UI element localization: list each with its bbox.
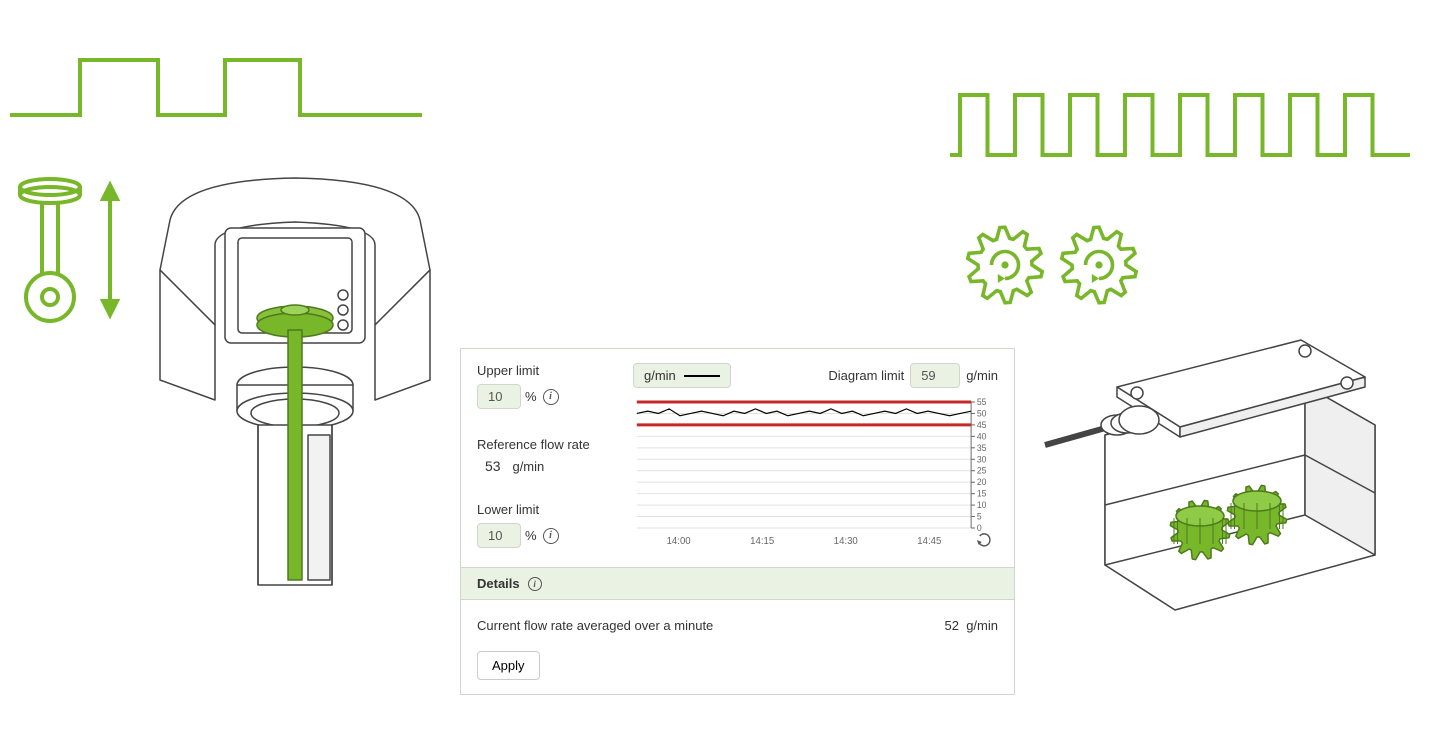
svg-text:55: 55	[977, 397, 987, 407]
upper-limit-unit: %	[525, 389, 537, 404]
current-flow-unit: g/min	[966, 618, 998, 633]
diagram-limit-input[interactable]: 59	[910, 363, 960, 388]
gear-rotate-icon	[960, 215, 1050, 315]
reference-unit: g/min	[512, 459, 544, 474]
svg-text:10: 10	[977, 500, 987, 510]
svg-text:0: 0	[977, 523, 982, 533]
upper-limit-label: Upper limit	[477, 363, 617, 378]
svg-text:50: 50	[977, 408, 987, 418]
lower-limit-input[interactable]: 10	[477, 523, 521, 548]
svg-text:25: 25	[977, 466, 987, 476]
current-flow-value: 52	[945, 618, 959, 633]
right-pulse-waveform	[950, 60, 1410, 170]
details-header-label: Details	[477, 576, 520, 591]
reference-value: 53	[485, 458, 501, 474]
svg-text:5: 5	[977, 511, 982, 521]
lower-limit-unit: %	[525, 528, 537, 543]
svg-text:14:15: 14:15	[750, 536, 775, 547]
left-pulse-waveform	[10, 30, 430, 130]
info-icon[interactable]	[543, 528, 559, 544]
svg-text:20: 20	[977, 477, 987, 487]
upper-limit-input[interactable]: 10	[477, 384, 521, 409]
svg-text:15: 15	[977, 488, 987, 498]
piston-pump-illustration	[130, 150, 460, 590]
reference-label: Reference flow rate	[477, 437, 617, 452]
svg-text:45: 45	[977, 420, 987, 430]
svg-text:14:45: 14:45	[917, 536, 942, 547]
svg-text:14:30: 14:30	[834, 536, 859, 547]
svg-text:35: 35	[977, 443, 987, 453]
apply-button[interactable]: Apply	[477, 651, 540, 680]
current-flow-label: Current flow rate averaged over a minute	[477, 618, 713, 633]
info-icon[interactable]	[543, 389, 559, 405]
gear-rotate-icon	[1054, 215, 1144, 315]
svg-text:14:00: 14:00	[667, 536, 692, 547]
flow-rate-chart: 5550454035302520151050 14:0014:1514:3014…	[633, 396, 998, 556]
piston-icon	[10, 175, 130, 335]
chart-legend: g/min	[633, 363, 731, 388]
gear-pump-illustration	[1005, 315, 1405, 645]
legend-unit: g/min	[644, 368, 676, 383]
info-icon[interactable]	[528, 577, 542, 591]
lower-limit-label: Lower limit	[477, 502, 617, 517]
flow-rate-panel: Upper limit 10 % Reference flow rate 53 …	[460, 348, 1015, 695]
diagram-limit-label: Diagram limit	[828, 368, 904, 383]
diagram-limit-unit: g/min	[966, 368, 998, 383]
svg-text:40: 40	[977, 431, 987, 441]
svg-text:30: 30	[977, 454, 987, 464]
